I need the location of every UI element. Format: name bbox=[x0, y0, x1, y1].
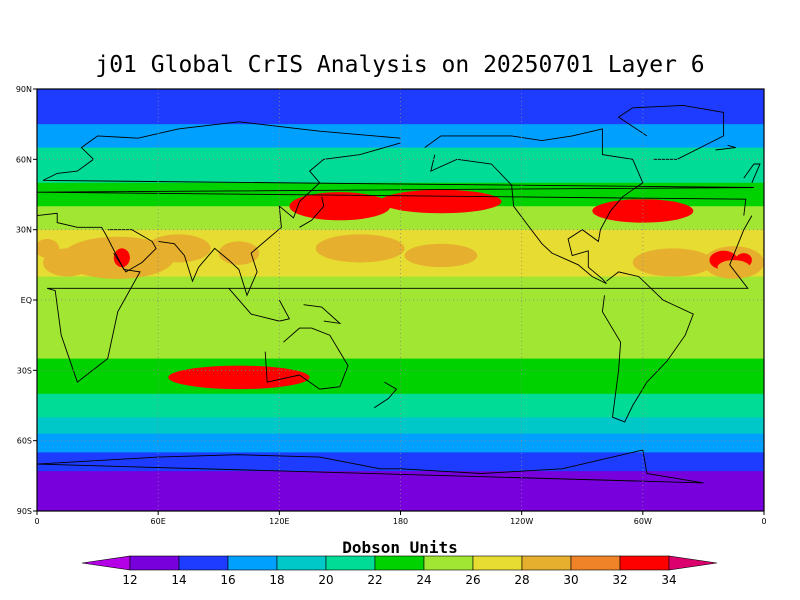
coastline-6 bbox=[303, 304, 342, 325]
coastline-0 bbox=[37, 212, 753, 383]
colorbar-label: 30 bbox=[563, 573, 578, 587]
feature-3-2 bbox=[592, 199, 694, 223]
coastline-10 bbox=[601, 271, 694, 423]
feature-0-3 bbox=[218, 241, 260, 265]
y-tick-label: 60N bbox=[16, 155, 32, 164]
y-tick-label: 30S bbox=[17, 366, 32, 375]
x-tick-label: 180 bbox=[393, 517, 408, 526]
y-tick-label: 30N bbox=[16, 226, 32, 235]
colorbar-swatch bbox=[472, 555, 523, 571]
colorbar-title: Dobson Units bbox=[342, 538, 458, 557]
feature-0-4 bbox=[315, 234, 405, 263]
coastline-8 bbox=[373, 381, 398, 409]
coastline-1 bbox=[107, 229, 157, 273]
coastline-11 bbox=[617, 104, 725, 160]
coastlines bbox=[37, 104, 761, 484]
colorbar-label: 12 bbox=[122, 573, 137, 587]
y-tick-label: 90N bbox=[16, 85, 32, 94]
lat-band-1 bbox=[37, 124, 764, 149]
colorbar-swatch bbox=[227, 555, 278, 571]
colorbar-lower-arrow bbox=[81, 555, 131, 571]
feature-0-5 bbox=[404, 243, 478, 268]
feature-3-0 bbox=[289, 192, 391, 221]
y-tick-label: EQ bbox=[21, 296, 32, 305]
x-tick-label: 120W bbox=[510, 517, 533, 526]
colorbar-swatch bbox=[325, 555, 376, 571]
x-tick-label: 0 bbox=[34, 517, 39, 526]
feature-0-6 bbox=[632, 248, 714, 277]
x-tick-label: 60W bbox=[634, 517, 652, 526]
feature-2-0 bbox=[37, 239, 60, 258]
chart-title: j01 Global CrIS Analysis on 20250701 Lay… bbox=[95, 52, 705, 78]
colorbar-label: 32 bbox=[612, 573, 627, 587]
x-axis-ticks: 0 60E 120E 180 120W 60W 0 bbox=[34, 511, 767, 526]
x-tick-label: 60E bbox=[151, 517, 166, 526]
colorbar-swatch bbox=[129, 555, 180, 571]
colorbar-swatch bbox=[521, 555, 572, 571]
y-tick-label: 90S bbox=[17, 507, 32, 516]
colorbar-swatch bbox=[423, 555, 474, 571]
colorbar-upper-arrow bbox=[668, 555, 718, 571]
coastline-4 bbox=[264, 327, 349, 390]
coastline-2 bbox=[158, 142, 401, 297]
x-tick-label: 0 bbox=[761, 517, 766, 526]
colorbar-label: 18 bbox=[269, 573, 284, 587]
colorbar-swatch bbox=[374, 555, 425, 571]
feature-1-0 bbox=[113, 248, 130, 268]
lat-band-6 bbox=[37, 276, 764, 325]
colorbar-label: 20 bbox=[318, 573, 333, 587]
colorbar-label: 16 bbox=[220, 573, 235, 587]
x-tick-label: 120E bbox=[269, 517, 289, 526]
coastline-7 bbox=[299, 196, 325, 228]
lat-band-11 bbox=[37, 433, 764, 453]
y-tick-label: 60S bbox=[17, 437, 32, 446]
feature-4-0 bbox=[238, 475, 401, 490]
colorbar-label: 28 bbox=[514, 573, 529, 587]
colorbar-label: 22 bbox=[367, 573, 382, 587]
colorbar-swatch bbox=[178, 555, 229, 571]
ozone-field bbox=[37, 89, 764, 511]
feature-4-1 bbox=[77, 480, 199, 495]
lat-band-12 bbox=[37, 452, 764, 472]
colorbar-label: 14 bbox=[171, 573, 186, 587]
colorbar-swatch bbox=[570, 555, 621, 571]
feature-3-3 bbox=[168, 365, 310, 390]
colorbar-label: 26 bbox=[465, 573, 480, 587]
colorbar-swatch bbox=[619, 555, 670, 571]
colorbar-label: 34 bbox=[661, 573, 676, 587]
colorbar-swatch bbox=[276, 555, 327, 571]
coastline-14 bbox=[715, 144, 736, 151]
colorbar: 12 14 16 18 20 22 24 26 28 30 32 34 bbox=[81, 555, 718, 587]
feature-3-1 bbox=[380, 189, 502, 214]
y-axis-ticks: 90N 60N 30N EQ 30S 60S 90S bbox=[16, 85, 37, 516]
feature-0-1 bbox=[43, 248, 92, 277]
colorbar-label: 24 bbox=[416, 573, 431, 587]
feature-2-1 bbox=[717, 260, 750, 275]
coastline-13 bbox=[743, 163, 761, 183]
coastline-12 bbox=[37, 449, 704, 484]
coastline-9 bbox=[424, 128, 644, 285]
